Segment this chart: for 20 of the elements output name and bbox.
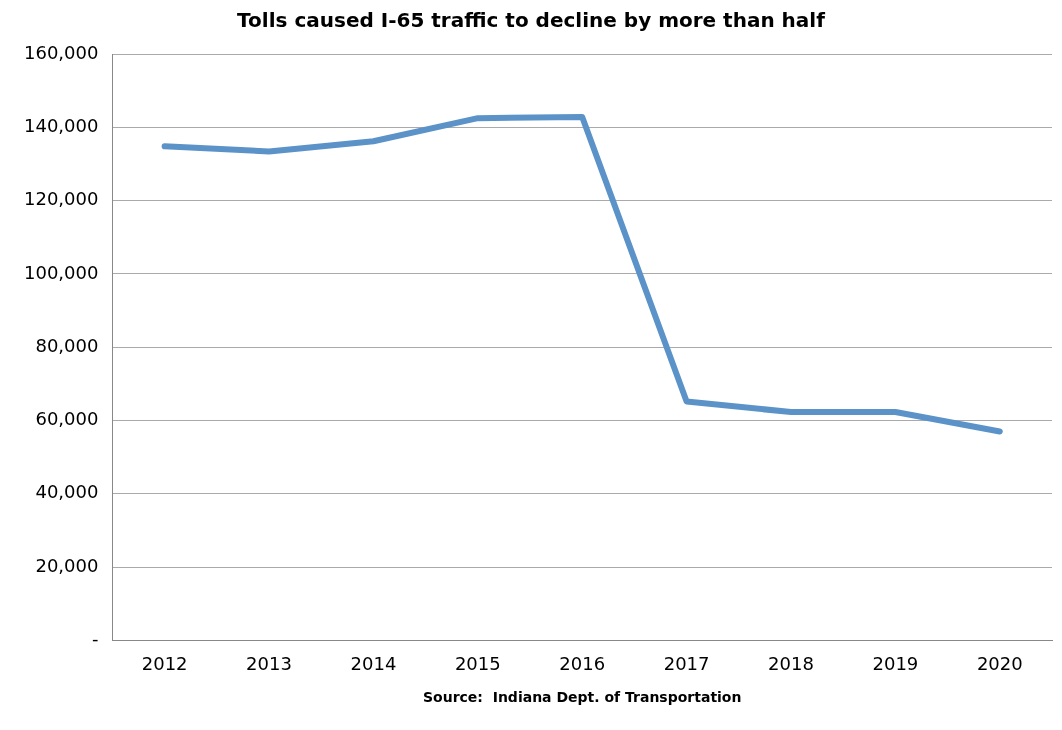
x-tick-label: 2013 <box>246 652 292 674</box>
x-tick-label: 2019 <box>872 652 919 674</box>
x-tick-label: 2012 <box>141 652 188 674</box>
x-tick-label: 2016 <box>559 652 606 674</box>
x-tick-label: 2018 <box>768 652 814 674</box>
source-note: Source: Indiana Dept. of Transportation <box>422 689 742 706</box>
x-tick-label: 2020 <box>976 652 1023 674</box>
y-tick-label: 120,000 <box>24 188 99 210</box>
y-tick-label: 60,000 <box>35 408 99 430</box>
y-tick-label: 100,000 <box>24 261 99 283</box>
y-tick-label: 160,000 <box>24 41 99 63</box>
x-tick-label: 2015 <box>454 652 501 674</box>
x-tick-label: 2017 <box>663 652 710 674</box>
y-tick-label: 40,000 <box>35 481 99 503</box>
x-tick-label: 2014 <box>350 652 397 674</box>
chart-title: Tolls caused I-65 traffic to decline by more than half <box>237 8 826 33</box>
y-tick-label: 20,000 <box>35 554 99 576</box>
y-tick-label: - <box>91 628 99 650</box>
y-tick-label: 140,000 <box>24 114 99 136</box>
y-tick-label: 80,000 <box>35 334 99 356</box>
